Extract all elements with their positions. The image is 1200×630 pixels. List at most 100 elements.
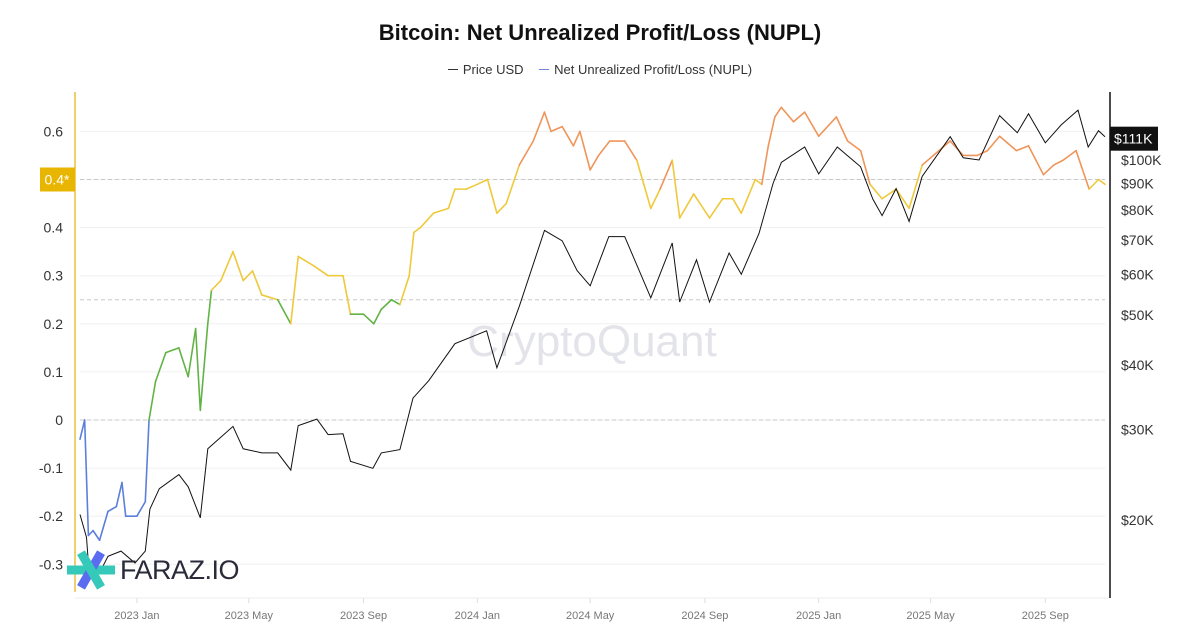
nupl-line-segment xyxy=(543,111,552,133)
nupl-line-segment xyxy=(817,116,838,138)
nupl-line-segment xyxy=(986,135,1001,152)
y-left-tick-label: -0.3 xyxy=(39,556,63,572)
y-left-tick-label: 0.1 xyxy=(44,364,64,380)
nupl-current-label-box xyxy=(40,167,75,192)
y-left-tick-label: 0.4 xyxy=(44,220,64,236)
asterisk-logo-icon xyxy=(67,550,115,590)
nupl-line-segment xyxy=(187,327,197,378)
nupl-line-segment xyxy=(178,347,189,378)
nupl-line-segment xyxy=(476,178,489,186)
y-right-tick-label: $50K xyxy=(1121,307,1154,323)
nupl-line-segment xyxy=(465,183,479,190)
y-right-tick-label: $40K xyxy=(1121,357,1154,373)
legend-item-price[interactable]: Price USD xyxy=(447,61,524,77)
nupl-current-label: 0.4* xyxy=(45,172,70,188)
nupl-line-segment xyxy=(79,419,86,441)
nupl-line-segment xyxy=(895,188,910,210)
nupl-line-segment xyxy=(206,289,213,325)
nupl-line-segment xyxy=(154,351,167,383)
nupl-line-segment xyxy=(121,481,127,518)
nupl-line-segment xyxy=(760,145,770,186)
nupl-line-segment xyxy=(242,270,254,282)
nupl-line-segment xyxy=(671,159,681,219)
nupl-line-segment xyxy=(276,298,292,325)
nupl-line-segment xyxy=(859,149,871,186)
faraz-logo: FARAZ.IO xyxy=(66,549,240,591)
y-right-tick-label: $90K xyxy=(1121,176,1154,192)
y-left-tick-label: 0.3 xyxy=(44,268,64,284)
nupl-line-segment xyxy=(792,111,806,123)
nupl-line-segment xyxy=(998,135,1018,152)
y-left-tick-label: 0.6 xyxy=(44,123,64,139)
legend-label-price: Price USD xyxy=(462,61,524,77)
watermark: CryptoQuant xyxy=(467,317,716,366)
y-right-tick-label: $70K xyxy=(1121,232,1154,248)
legend-item-nupl[interactable]: Net Unrealized Profit/Loss (NUPL) xyxy=(539,62,752,77)
x-tick-label: 2023 May xyxy=(225,610,274,622)
nupl-line-segment xyxy=(220,250,234,282)
nupl-line-segment xyxy=(413,226,422,234)
nupl-line-segment xyxy=(1052,159,1064,166)
y-left-tick-label: -0.1 xyxy=(39,460,63,476)
nupl-line-segment xyxy=(1075,149,1090,190)
x-tick-label: 2025 Jan xyxy=(796,610,841,622)
price-line xyxy=(79,109,1106,574)
nupl-line-segment xyxy=(678,193,695,219)
nupl-line-segment xyxy=(313,265,329,277)
nupl-line-segment xyxy=(550,125,563,133)
nupl-line-segment xyxy=(623,140,638,162)
nupl-line-segment xyxy=(98,510,109,542)
nupl-line-segment xyxy=(597,140,611,157)
nupl-line-segment xyxy=(1062,149,1077,162)
nupl-line-segment xyxy=(408,231,415,277)
nupl-line-segment xyxy=(107,505,118,513)
nupl-line-segment xyxy=(938,140,951,152)
y-right-tick-label: $80K xyxy=(1121,202,1154,218)
nupl-line-segment xyxy=(908,164,923,210)
y-right-tick-label: $30K xyxy=(1121,421,1154,437)
nupl-line-segment xyxy=(342,274,352,315)
nupl-line-segment xyxy=(803,111,820,138)
y-left-tick-label: 0.2 xyxy=(44,316,64,332)
nupl-line-segment xyxy=(692,193,711,219)
price-current-label: $111K xyxy=(1114,131,1153,147)
nupl-line-segment xyxy=(881,188,897,200)
nupl-line-segment xyxy=(1042,164,1055,176)
nupl-line-segment xyxy=(659,159,674,190)
nupl-line-segment xyxy=(92,529,101,542)
nupl-line-segment xyxy=(532,111,546,142)
nupl-line-segment xyxy=(835,116,849,142)
nupl-line-segment xyxy=(199,322,209,412)
legend: Price USD Net Unrealized Profit/Loss (NU… xyxy=(0,58,1200,77)
nupl-line-segment xyxy=(921,149,940,166)
legend-swatch-nupl xyxy=(539,68,550,70)
nupl-line-segment xyxy=(740,178,757,214)
y-right-tick-label: $20K xyxy=(1121,512,1154,528)
nupl-line-segment xyxy=(297,255,315,267)
nupl-line-segment xyxy=(774,106,783,118)
nupl-line-segment xyxy=(846,140,862,152)
y-left-tick-label: 0 xyxy=(55,412,63,428)
nupl-line-segment xyxy=(1088,178,1100,190)
x-tick-label: 2025 Sep xyxy=(1022,610,1069,622)
nupl-line-segment xyxy=(1097,178,1106,186)
nupl-line-segment xyxy=(136,500,147,518)
nupl-line-segment xyxy=(732,197,743,214)
nupl-line-segment xyxy=(399,274,411,306)
nupl-line-segment xyxy=(518,140,535,166)
nupl-line-segment xyxy=(194,327,202,412)
nupl-line-segment xyxy=(372,308,383,325)
nupl-line-segment xyxy=(289,255,300,325)
nupl-line-segment xyxy=(869,183,883,200)
nupl-line-segment xyxy=(496,202,508,214)
y-left-tick-label: -0.2 xyxy=(39,508,63,524)
x-tick-label: 2024 May xyxy=(566,610,615,622)
nupl-line-segment xyxy=(380,298,393,311)
chart-title: Bitcoin: Net Unrealized Profit/Loss (NUP… xyxy=(378,20,822,45)
nupl-line-segment xyxy=(148,380,157,421)
nupl-line-segment xyxy=(1015,145,1030,152)
nupl-line-segment xyxy=(649,188,661,210)
x-tick-label: 2024 Sep xyxy=(681,610,728,622)
nupl-line-segment xyxy=(251,270,263,296)
